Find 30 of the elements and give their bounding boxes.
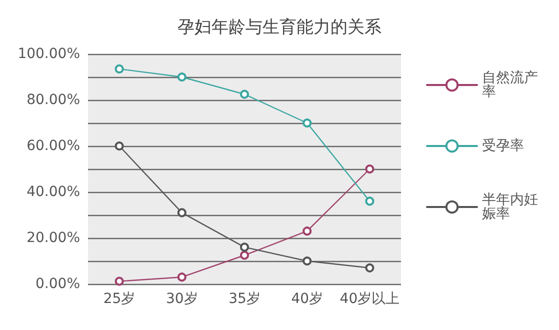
y-tick-label: 100.00%: [18, 46, 80, 62]
x-tick-label: 25岁: [103, 291, 136, 307]
point: [177, 272, 186, 282]
legend-label: 受孕率: [482, 138, 524, 154]
y-tick-label: 20.00%: [26, 230, 80, 246]
y-tick-label: 40.00%: [26, 184, 80, 200]
point: [114, 64, 124, 74]
point: [114, 142, 124, 150]
point: [240, 242, 249, 252]
point: [240, 90, 249, 99]
point: [302, 256, 312, 266]
point: [177, 72, 186, 82]
point: [365, 164, 374, 174]
point: [302, 226, 312, 236]
point: [240, 250, 249, 260]
y-tick-label: 80.00%: [26, 92, 80, 108]
x-tick-label: 40岁: [291, 291, 324, 307]
chart-title: 孕妇年龄与生育能力的关系: [178, 18, 382, 38]
y-tick-label: 60.00%: [26, 138, 80, 154]
point: [114, 276, 124, 286]
x-tick-label: 40岁以上: [340, 291, 400, 307]
point: [365, 196, 374, 206]
y-tick-label: 0.00%: [36, 276, 80, 292]
point: [302, 118, 312, 128]
legend-label: 半年内妊娠率: [482, 192, 538, 222]
legend-label: 自然流产率: [482, 70, 538, 100]
point: [177, 208, 186, 218]
point: [365, 263, 374, 272]
x-tick-label: 35岁: [228, 291, 260, 307]
x-tick-label: 30岁: [166, 291, 198, 307]
